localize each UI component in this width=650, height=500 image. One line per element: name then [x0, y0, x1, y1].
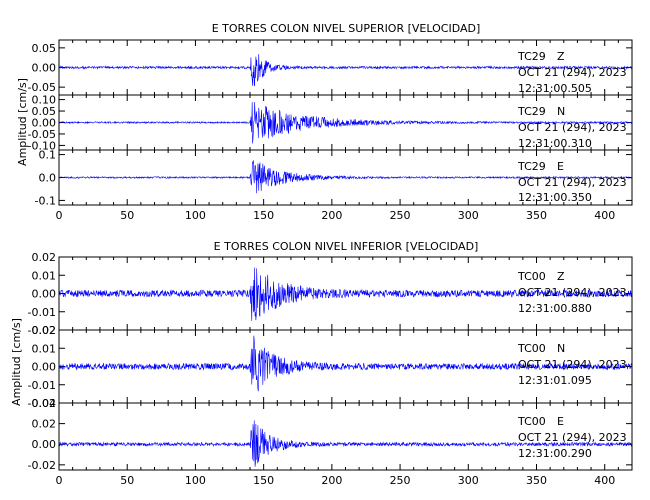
time-label-tc29-n: 12:31:00.310: [518, 137, 592, 150]
y-tick-label: 0.01: [32, 269, 57, 282]
y-tick-label: -0.02: [28, 324, 56, 337]
component-label-tc29-z: Z: [557, 50, 565, 63]
time-label-tc00-n: 12:31:01.095: [518, 374, 592, 387]
station-label-tc29-n: TC29: [517, 105, 546, 118]
station-label-tc00-e: TC00: [517, 415, 546, 428]
y-tick-label: -0.02: [28, 459, 56, 472]
x-tick-label: 400: [594, 474, 615, 487]
y-tick-label: -0.1: [35, 194, 56, 207]
y-tick-label: 0.00: [32, 62, 57, 75]
chart-inferior: E TORRES COLON NIVEL INFERIOR [VELOCIDAD…: [10, 240, 633, 487]
x-tick-label: 400: [594, 209, 615, 222]
y-tick-label: 0.1: [39, 149, 57, 162]
station-label-tc29-z: TC29: [517, 50, 546, 63]
station-label-tc00-z: TC00: [517, 270, 546, 283]
component-label-tc00-z: Z: [557, 270, 565, 283]
x-tick-label: 300: [458, 209, 479, 222]
station-label-tc29-e: TC29: [517, 160, 546, 173]
x-ticks-inferior: 0 50 100 150 200 250 300 350 400: [56, 257, 633, 487]
x-tick-label: 100: [185, 474, 206, 487]
x-tick-label: 350: [526, 474, 547, 487]
date-label-tc00-n: OCT 21 (294), 2023: [518, 358, 627, 371]
x-tick-label: 50: [120, 209, 134, 222]
y-tick-label: 0.00: [32, 117, 57, 130]
date-label-tc00-e: OCT 21 (294), 2023: [518, 431, 627, 444]
y-tick-label: 0.0: [39, 172, 57, 185]
x-tick-label: 300: [458, 474, 479, 487]
y-ticks-inferior: 0.020.010.00-0.01-0.020.020.010.00-0.01-…: [28, 251, 632, 472]
trace-tc29-e: [58, 160, 633, 194]
date-label-tc29-z: OCT 21 (294), 2023: [518, 66, 627, 79]
y-tick-label: -0.10: [28, 139, 56, 152]
x-tick-label: 150: [253, 209, 274, 222]
traces-superior: [58, 54, 633, 194]
date-label-tc29-e: OCT 21 (294), 2023: [518, 176, 627, 189]
x-tick-label: 250: [390, 474, 411, 487]
x-ticks-superior: 0 50 100 150 200 250 300 350 400: [56, 40, 633, 222]
component-label-tc29-e: E: [557, 160, 564, 173]
trace-tc29-z: [58, 54, 633, 87]
panel-info-superior: TC29 Z OCT 21 (294), 2023 12:31:00.505 T…: [517, 50, 627, 204]
y-axis-label-superior: Amplitud [cm/s]: [16, 78, 29, 166]
y-tick-label: -0.01: [28, 306, 56, 319]
panel-info-inferior: TC00 Z OCT 21 (294), 2023 12:31:00.880 T…: [517, 270, 627, 460]
y-tick-label: 0.01: [32, 342, 57, 355]
y-tick-label: 0.00: [32, 361, 57, 374]
x-tick-label: 200: [321, 209, 342, 222]
y-tick-label: 0.00: [32, 438, 57, 451]
y-axis-label-inferior: Amplitud [cm/s]: [10, 318, 23, 406]
y-tick-label: 0.05: [32, 105, 57, 118]
x-tick-label: 200: [321, 474, 342, 487]
y-tick-label: 0.02: [32, 418, 57, 431]
y-tick-label: 0.10: [32, 94, 57, 107]
y-ticks-superior: 0.050.00-0.050.100.050.00-0.05-0.100.10.…: [28, 42, 632, 207]
y-tick-label: 0.00: [32, 288, 57, 301]
time-label-tc29-e: 12:31:00.350: [518, 191, 592, 204]
x-tick-label: 150: [253, 474, 274, 487]
x-tick-label: 100: [185, 209, 206, 222]
chart-superior: E TORRES COLON NIVEL SUPERIOR [VELOCIDAD…: [16, 22, 633, 222]
y-tick-label: 0.05: [32, 42, 57, 55]
time-label-tc00-z: 12:31:00.880: [518, 302, 592, 315]
component-label-tc29-n: N: [557, 105, 565, 118]
time-label-tc29-z: 12:31:00.505: [518, 82, 592, 95]
y-tick-label: -0.05: [28, 128, 56, 141]
x-tick-label: 250: [390, 209, 411, 222]
trace-tc00-z: [58, 267, 633, 321]
trace-tc00-n: [58, 335, 633, 392]
chart-title-superior: E TORRES COLON NIVEL SUPERIOR [VELOCIDAD…: [212, 22, 481, 35]
time-label-tc00-e: 12:31:00.290: [518, 447, 592, 460]
date-label-tc00-z: OCT 21 (294), 2023: [518, 286, 627, 299]
station-label-tc00-n: TC00: [517, 342, 546, 355]
y-tick-label: 0.02: [32, 251, 57, 264]
component-label-tc00-n: N: [557, 342, 565, 355]
y-tick-label: -0.02: [28, 397, 56, 410]
traces-inferior: [58, 267, 633, 467]
chart-title-inferior: E TORRES COLON NIVEL INFERIOR [VELOCIDAD…: [214, 240, 479, 253]
x-tick-label: 350: [526, 209, 547, 222]
x-tick-label: 0: [56, 209, 63, 222]
y-tick-label: 0.02: [32, 324, 57, 337]
date-label-tc29-n: OCT 21 (294), 2023: [518, 121, 627, 134]
component-label-tc00-e: E: [557, 415, 564, 428]
trace-tc29-n: [58, 102, 633, 144]
x-tick-label: 0: [56, 474, 63, 487]
y-tick-label: -0.05: [28, 81, 56, 94]
y-tick-label: 0.04: [32, 397, 57, 410]
y-tick-label: -0.01: [28, 379, 56, 392]
x-tick-label: 50: [120, 474, 134, 487]
trace-tc00-e: [58, 420, 633, 467]
